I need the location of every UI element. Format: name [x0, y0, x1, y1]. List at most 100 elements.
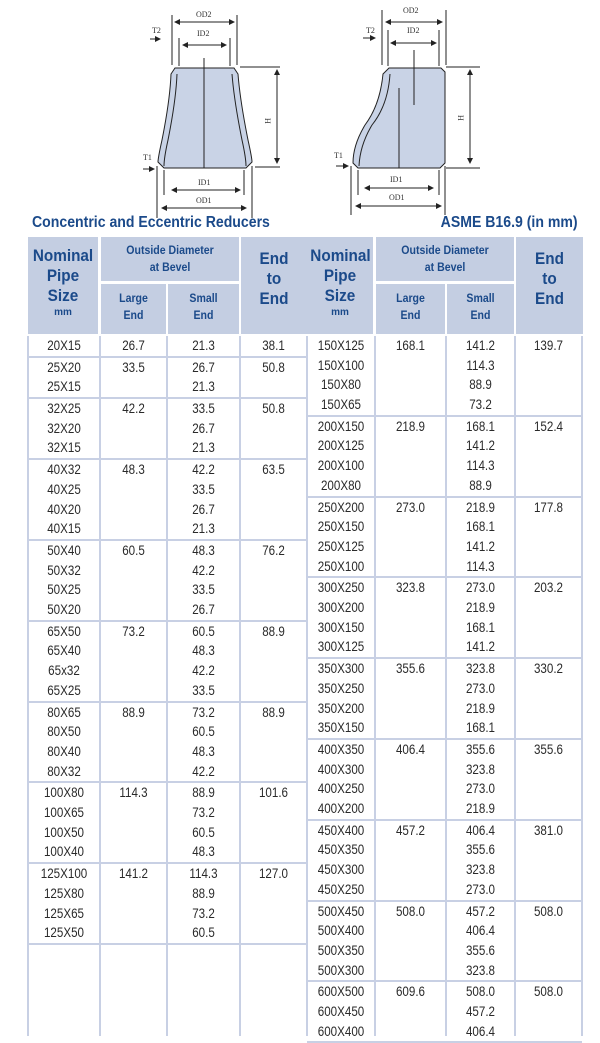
nominal-size: 600X500 — [317, 984, 365, 1000]
large-end-od: 355.6 — [395, 661, 426, 677]
nominal-size-cell: 300X250 300X200 300X150 300X125 — [312, 578, 370, 657]
header-od-line: at Bevel — [149, 260, 191, 274]
small-end-od: 323.8 — [465, 661, 496, 677]
nominal-size-cell: 400X350 400X300 400X250 400X200 — [312, 740, 370, 819]
header-od-line: Outside Diameter — [401, 243, 489, 257]
nominal-size: 32X15 — [47, 440, 81, 456]
table-row-group: 100X80 100X65 100X50 100X40 114.3 88.9 73.2 60.… — [28, 783, 307, 865]
nominal-size: 150X65 — [320, 397, 362, 413]
nominal-size: 65X25 — [47, 682, 81, 698]
large-end-od: 114.3 — [119, 785, 148, 801]
nominal-size-cell: 250X200 250X150 250X125 250X100 — [312, 498, 370, 577]
header-outside-diameter: Outside Diameter at Bevel — [101, 237, 239, 281]
small-end-od: 273.0 — [465, 680, 496, 696]
header-small-line: Small — [189, 291, 218, 305]
reducer-diagrams: OD2 ID2 T2 H T1 ID1 OD1 OD2 ID2 T2 H T1 … — [143, 6, 480, 218]
header-nominal-pipe-size: Nominal Pipe Size mm — [28, 237, 98, 334]
small-end-od: 355.6 — [465, 742, 496, 757]
table-row-group: 600X500 600X450 600X400 609.6 508.0 457.2 406.… — [307, 982, 582, 1043]
nominal-size: 50X32 — [47, 562, 81, 578]
small-end-od: 48.3 — [192, 643, 215, 659]
table-row-group: 125X100 125X80 125X65 125X50 141.2 114.3 88.9 7… — [28, 864, 307, 945]
table-row-group: 25X20 25X15 33.5 26.7 21.3 50.8 — [28, 358, 307, 400]
nominal-size-cell: 80X65 80X50 80X40 80X32 — [33, 703, 95, 782]
end-to-end: 381.0 — [533, 822, 564, 838]
small-end-od: 168.1 — [465, 720, 496, 736]
small-end-cell: 168.1 141.2 114.3 88.9 — [451, 417, 510, 496]
nominal-size: 100X50 — [43, 824, 85, 840]
header-end-line: End — [535, 249, 564, 268]
small-end-cell: 33.5 26.7 21.3 — [172, 399, 235, 458]
small-end-od: 33.5 — [192, 481, 215, 497]
header-small-end: Small End — [447, 284, 514, 334]
end-to-end: 508.0 — [533, 903, 564, 919]
end-to-end: 177.8 — [533, 499, 564, 515]
nominal-size: 400X350 — [317, 742, 365, 757]
small-end-od: 42.2 — [192, 763, 215, 779]
table-row-group: 300X250 300X200 300X150 300X125 323.8 273.0 21… — [307, 578, 582, 660]
small-end-od: 218.9 — [465, 499, 496, 515]
column-divider — [514, 336, 516, 1036]
large-end-od: 48.3 — [122, 462, 145, 478]
nominal-size: 150X80 — [320, 377, 362, 393]
nominal-size: 500X400 — [317, 923, 365, 939]
nominal-size: 65X40 — [47, 643, 81, 659]
header-large-line: Large — [396, 291, 425, 305]
end-to-end: 355.6 — [533, 742, 564, 757]
end-to-end: 508.0 — [533, 984, 564, 1000]
nominal-size: 50X20 — [47, 602, 81, 618]
small-end-od: 60.5 — [192, 724, 215, 740]
nominal-size: 32X25 — [47, 401, 81, 417]
nominal-size: 300X150 — [317, 619, 365, 635]
nominal-size: 65X50 — [47, 623, 81, 639]
header-nominal-line: Size — [47, 286, 79, 305]
nominal-size-cell: 40X32 40X25 40X20 40X15 — [33, 460, 95, 539]
small-end-od: 88.9 — [192, 785, 215, 801]
end-to-end: 330.2 — [533, 661, 564, 677]
label-id1: ID1 — [390, 175, 402, 184]
small-end-cell: 73.2 60.5 48.3 42.2 — [172, 703, 235, 782]
header-small-end: Small End — [168, 284, 239, 334]
table-standard: ASME B16.9 (in mm) — [441, 214, 578, 231]
end-to-end: 88.9 — [262, 704, 285, 720]
small-end-od: 33.5 — [192, 401, 215, 417]
nominal-size-cell: 32X25 32X20 32X15 — [33, 399, 95, 458]
small-end-od: 141.2 — [465, 639, 496, 655]
label-id2: ID2 — [407, 26, 419, 35]
table-row-group: 50X40 50X32 50X25 50X20 60.5 48.3 42.2 33.5 26.7… — [28, 541, 307, 622]
header-nominal-line: Pipe — [323, 266, 357, 285]
table-row-group: 450X400 450X350 450X300 450X250 457.2 406.4 35… — [307, 821, 582, 902]
nominal-size: 350X250 — [317, 680, 365, 696]
nominal-size: 40X15 — [47, 521, 81, 537]
small-end-cell: 141.2 114.3 88.9 73.2 — [451, 336, 510, 415]
small-end-cell: 218.9 168.1 141.2 114.3 — [451, 498, 510, 577]
small-end-od: 273.0 — [465, 881, 496, 897]
small-end-od: 48.3 — [192, 844, 215, 860]
small-end-od: 88.9 — [469, 477, 492, 493]
table-row-group: 500X450 500X400 500X350 500X300 508.0 457.2 40… — [307, 902, 582, 983]
nominal-size-cell: 100X80 100X65 100X50 100X40 — [33, 783, 95, 862]
small-end-od: 508.0 — [465, 984, 496, 1000]
end-to-end: 50.8 — [262, 359, 285, 375]
large-end-od: 609.6 — [395, 984, 426, 1000]
small-end-od: 73.2 — [192, 704, 215, 720]
header-outside-diameter: Outside Diameter at Bevel — [376, 237, 514, 281]
column-divider — [166, 336, 168, 1036]
nominal-size: 125X65 — [43, 905, 85, 921]
nominal-size: 600X400 — [317, 1023, 365, 1039]
small-end-od: 73.2 — [192, 905, 215, 921]
header-unit: mm — [54, 307, 72, 318]
nominal-size-cell: 125X100 125X80 125X65 125X50 — [33, 864, 95, 943]
header-od-line: Outside Diameter — [126, 243, 214, 257]
label-h: H — [456, 115, 465, 121]
small-end-cell: 355.6 323.8 273.0 218.9 — [451, 740, 510, 819]
nominal-size: 40X25 — [47, 481, 81, 497]
small-end-od: 218.9 — [465, 801, 496, 817]
small-end-od: 73.2 — [192, 805, 215, 821]
small-end-od: 48.3 — [192, 543, 215, 558]
nominal-size: 400X250 — [317, 781, 365, 797]
small-end-od: 355.6 — [465, 842, 496, 858]
small-end-cell: 273.0 218.9 168.1 141.2 — [451, 578, 510, 657]
concentric-diagram-labels: OD2 ID2 T2 H T1 ID1 OD1 — [143, 10, 272, 205]
nominal-size: 25X20 — [47, 359, 81, 375]
